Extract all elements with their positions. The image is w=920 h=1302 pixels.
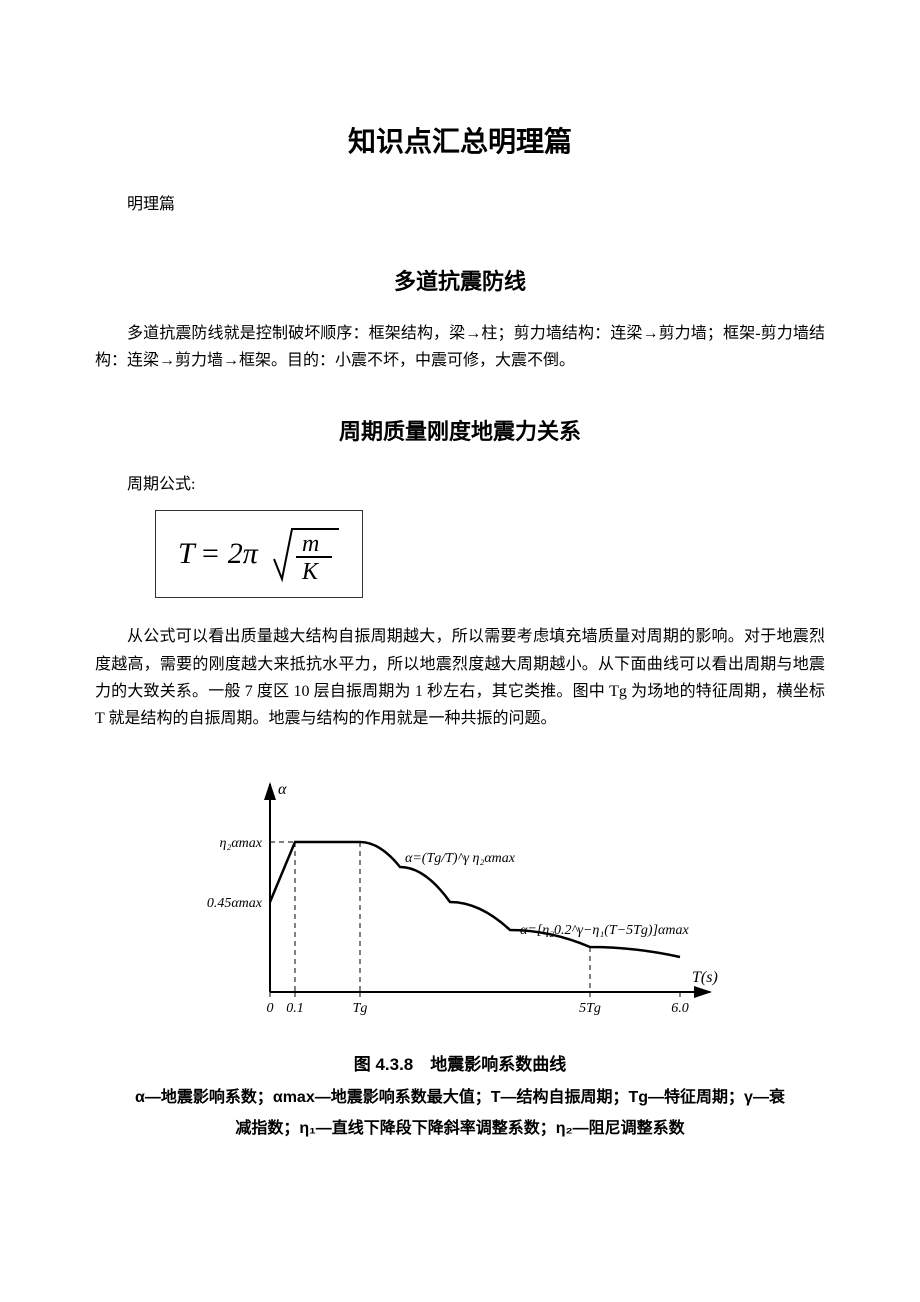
svg-text:5Tg: 5Tg [579,1001,601,1016]
main-title: 知识点汇总明理篇 [95,120,825,160]
svg-text:α: α [278,781,287,798]
svg-text:α=(Tg/T)^γ η₂αmax: α=(Tg/T)^γ η₂αmax [405,851,516,866]
formula-K: K [301,559,320,585]
chart-legend: α—地震影响系数；αmax—地震影响系数最大值；T—结构自振周期；Tg—特征周期… [95,1083,825,1144]
svg-text:0.1: 0.1 [286,1001,304,1016]
section-1-para: 多道抗震防线就是控制破坏顺序：框架结构，梁→柱；剪力墙结构：连梁→剪力墙；框架-… [95,320,825,374]
section-2-para: 从公式可以看出质量越大结构自振周期越大，所以需要考虑填充墙质量对周期的影响。对于… [95,623,825,732]
formula-T: T [178,537,197,570]
period-formula: T = 2π m K [174,521,344,587]
formula-box: T = 2π m K [155,510,363,598]
svg-text:T(s): T(s) [692,969,718,986]
svg-text:Tg: Tg [353,1001,368,1016]
section-2-title: 周期质量刚度地震力关系 [95,414,825,446]
formula-eq: = 2π [200,537,259,570]
seismic-coefficient-chart: α T(s) 0 0.1 Tg 5Tg 6.0 η₂αmax 0.45αmax α=(Tg/T)^… [190,772,730,1032]
svg-text:η₂αmax: η₂αmax [220,836,263,851]
svg-text:0: 0 [267,1001,274,1016]
section-1-title: 多道抗震防线 [95,264,825,296]
svg-text:0.45αmax: 0.45αmax [207,896,263,911]
formula-label: 周期公式: [95,470,825,494]
svg-text:α=[η₂0.2^γ−η₁(T−5Tg)]αmax: α=[η₂0.2^γ−η₁(T−5Tg)]αmax [520,923,689,938]
chart-caption: 图 4.3.8 地震影响系数曲线 [95,1050,825,1075]
formula-m: m [302,531,319,557]
chart-container: α T(s) 0 0.1 Tg 5Tg 6.0 η₂αmax 0.45αmax α=(Tg/T)^… [95,772,825,1144]
subtitle-label: 明理篇 [95,190,825,214]
svg-text:6.0: 6.0 [671,1001,689,1016]
